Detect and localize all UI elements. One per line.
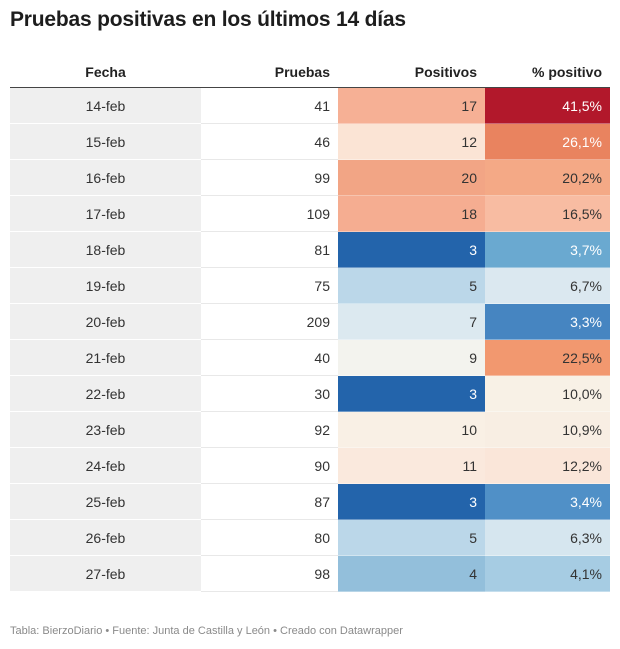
cell-pct-positivo: 16,5% [485,195,610,232]
table-row: 26-feb 80 5 6,3% [10,519,610,556]
cell-pruebas: 40 [201,339,338,376]
cell-pruebas: 87 [201,483,338,520]
cell-pct-positivo: 20,2% [485,159,610,196]
cell-fecha: 20-feb [10,303,201,340]
cell-fecha: 23-feb [10,411,201,448]
cell-positivos: 3 [338,231,485,268]
header-row: Fecha Pruebas Positivos % positivo [10,56,610,88]
cell-positivos: 5 [338,267,485,304]
cell-positivos: 5 [338,519,485,556]
column-header-positivos[interactable]: Positivos [338,56,485,88]
cell-fecha: 15-feb [10,123,201,160]
cell-positivos: 4 [338,555,485,592]
cell-fecha: 16-feb [10,159,201,196]
table-body: 14-feb 41 17 41,5% 15-feb 46 12 26,1% 16-feb 99 20… [10,87,610,592]
cell-pct-positivo: 6,7% [485,267,610,304]
cell-positivos: 12 [338,123,485,160]
cell-pruebas: 75 [201,267,338,304]
cell-fecha: 17-feb [10,195,201,232]
cell-fecha: 22-feb [10,375,201,412]
cell-pruebas: 99 [201,159,338,196]
footer-credits: Tabla: BierzoDiario • Fuente: Junta de C… [10,625,403,637]
cell-positivos: 10 [338,411,485,448]
table-row: 25-feb 87 3 3,4% [10,483,610,520]
cell-positivos: 11 [338,447,485,484]
cell-positivos: 9 [338,339,485,376]
cell-pruebas: 98 [201,555,338,592]
chart-title: Pruebas positivas en los últimos 14 días [10,8,406,31]
cell-pruebas: 109 [201,195,338,232]
cell-pct-positivo: 12,2% [485,447,610,484]
table-row: 16-feb 99 20 20,2% [10,159,610,196]
cell-pct-positivo: 3,3% [485,303,610,340]
cell-fecha: 26-feb [10,519,201,556]
cell-positivos: 20 [338,159,485,196]
cell-pct-positivo: 3,4% [485,483,610,520]
cell-fecha: 25-feb [10,483,201,520]
table-row: 21-feb 40 9 22,5% [10,339,610,376]
table-row: 19-feb 75 5 6,7% [10,267,610,304]
table-row: 27-feb 98 4 4,1% [10,555,610,592]
table-row: 22-feb 30 3 10,0% [10,375,610,412]
cell-pruebas: 209 [201,303,338,340]
cell-fecha: 21-feb [10,339,201,376]
cell-pruebas: 80 [201,519,338,556]
table-row: 20-feb 209 7 3,3% [10,303,610,340]
table-row: 14-feb 41 17 41,5% [10,87,610,124]
cell-pct-positivo: 10,0% [485,375,610,412]
cell-pruebas: 92 [201,411,338,448]
cell-pct-positivo: 3,7% [485,231,610,268]
column-header-pruebas[interactable]: Pruebas [201,56,338,88]
cell-positivos: 18 [338,195,485,232]
cell-pruebas: 30 [201,375,338,412]
cell-positivos: 3 [338,375,485,412]
cell-fecha: 24-feb [10,447,201,484]
cell-pruebas: 46 [201,123,338,160]
table-row: 17-feb 109 18 16,5% [10,195,610,232]
column-header-fecha[interactable]: Fecha [10,56,201,88]
cell-pct-positivo: 6,3% [485,519,610,556]
cell-positivos: 3 [338,483,485,520]
cell-pruebas: 81 [201,231,338,268]
table-row: 23-feb 92 10 10,9% [10,411,610,448]
cell-pct-positivo: 10,9% [485,411,610,448]
cell-pruebas: 41 [201,87,338,124]
cell-positivos: 17 [338,87,485,124]
cell-fecha: 19-feb [10,267,201,304]
data-table: Fecha Pruebas Positivos % positivo 14-fe… [10,56,610,592]
cell-pruebas: 90 [201,447,338,484]
cell-fecha: 14-feb [10,87,201,124]
data-table-container: Fecha Pruebas Positivos % positivo 14-fe… [10,56,610,592]
table-row: 24-feb 90 11 12,2% [10,447,610,484]
table-row: 15-feb 46 12 26,1% [10,123,610,160]
cell-fecha: 18-feb [10,231,201,268]
cell-positivos: 7 [338,303,485,340]
table-row: 18-feb 81 3 3,7% [10,231,610,268]
column-header-pct-positivo[interactable]: % positivo [485,56,610,88]
cell-pct-positivo: 22,5% [485,339,610,376]
cell-pct-positivo: 26,1% [485,123,610,160]
cell-fecha: 27-feb [10,555,201,592]
cell-pct-positivo: 4,1% [485,555,610,592]
cell-pct-positivo: 41,5% [485,87,610,124]
